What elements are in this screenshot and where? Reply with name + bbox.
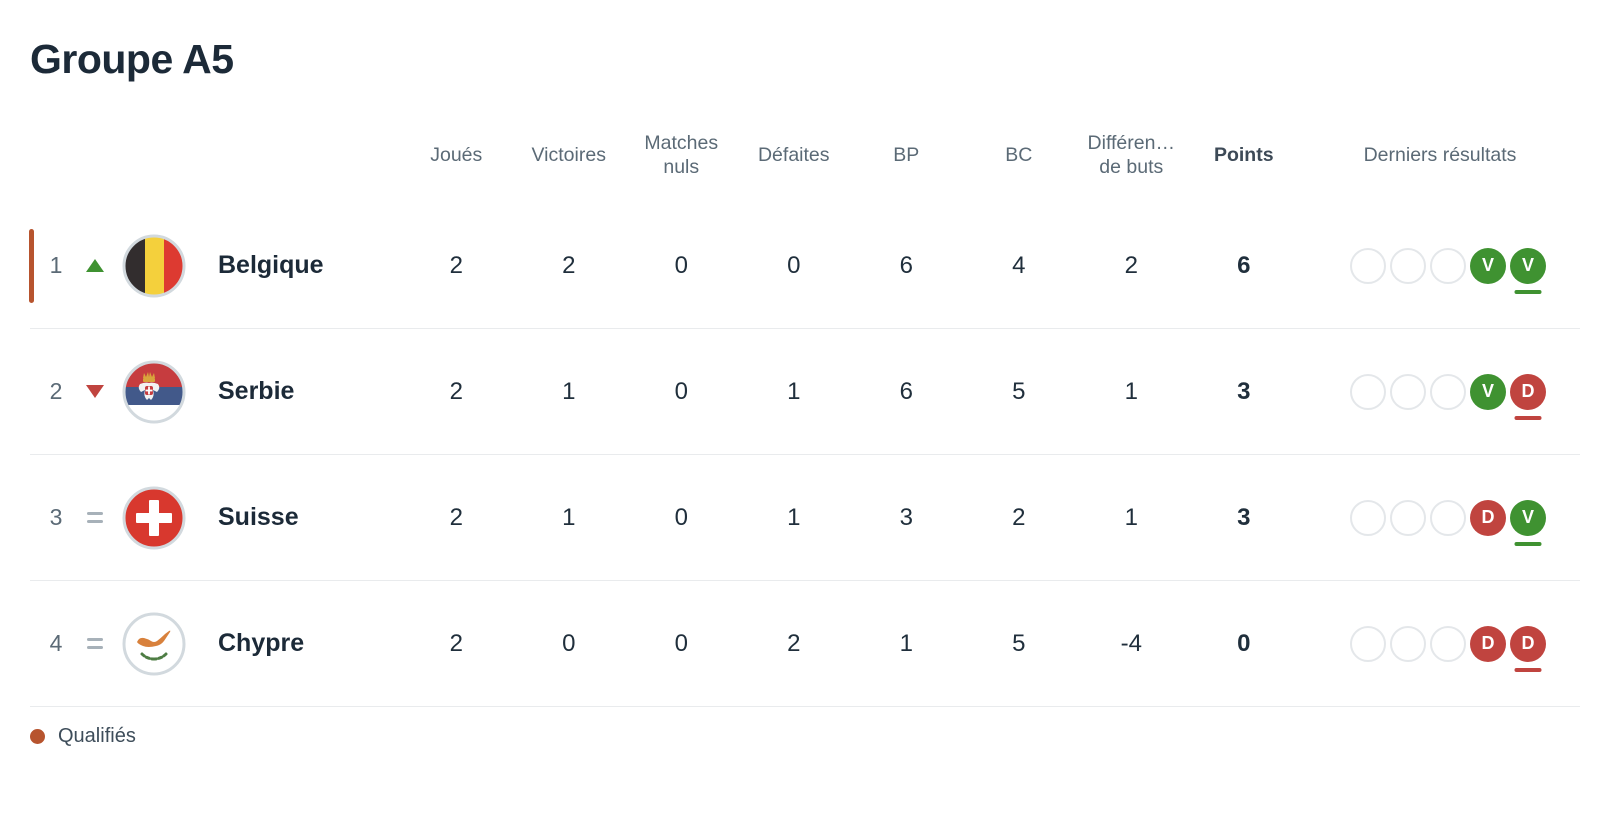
last-results-cell: V V <box>1300 247 1580 284</box>
losses-value: 1 <box>787 377 801 405</box>
rank-number: 3 <box>49 504 63 530</box>
wins-value: 1 <box>562 377 576 405</box>
points-value: 0 <box>1237 629 1251 657</box>
cyprus-flag-icon <box>122 612 186 675</box>
page-title: Groupe A5 <box>30 36 234 82</box>
team-cell: 3 Suisse <box>30 486 400 550</box>
table-row-chypre[interactable]: 4 Chypre 2 0 0 2 1 5 -4 0 <box>30 581 1580 707</box>
result-badge: V <box>1470 373 1506 410</box>
belgium-flag-icon <box>122 234 186 297</box>
last-results-cell: V D <box>1300 373 1580 410</box>
rank-number: 1 <box>49 252 63 278</box>
goal-diff-value: -4 <box>1120 629 1142 657</box>
played-value: 2 <box>449 629 463 657</box>
draws-value: 0 <box>674 251 688 279</box>
last-results-header: Derniers résultats <box>1363 143 1517 166</box>
team-name: Chypre <box>218 629 305 657</box>
rank-movement-icon <box>84 385 106 398</box>
wins-value: 0 <box>562 629 576 657</box>
team-cell: 2 <box>30 360 400 424</box>
result-badge <box>1390 247 1426 284</box>
losses-value: 0 <box>787 251 801 279</box>
rank-movement-icon <box>84 512 106 523</box>
goal-diff-value: 1 <box>1124 377 1138 405</box>
result-badge <box>1390 373 1426 410</box>
standings-table: Joués Victoires Matches nuls Défaites BP… <box>29 107 1580 707</box>
losses-value: 2 <box>787 629 801 657</box>
team-cell: 4 Chypre <box>30 612 400 676</box>
losses-header: Défaites <box>757 143 830 166</box>
goals-for-value: 3 <box>899 503 913 531</box>
result-badge: D <box>1470 499 1506 536</box>
goals-for-value: 6 <box>899 251 913 279</box>
points-value: 3 <box>1237 503 1251 531</box>
goals-for-header: BP <box>893 143 920 166</box>
played-header: Joués <box>430 143 483 166</box>
result-badge <box>1430 625 1466 662</box>
team-cell: 1 Belgique <box>30 234 400 298</box>
table-row-serbie[interactable]: 2 <box>30 329 1580 455</box>
played-value: 2 <box>449 377 463 405</box>
rank-movement-icon <box>84 259 106 272</box>
result-badge <box>1430 499 1466 536</box>
played-value: 2 <box>449 503 463 531</box>
result-badge: D <box>1470 625 1506 662</box>
serbia-flag-icon <box>122 360 186 423</box>
goals-for-value: 1 <box>899 629 913 657</box>
result-badge-latest: V <box>1510 247 1546 284</box>
last-results-cell: D V <box>1300 499 1580 536</box>
team-name: Serbie <box>218 377 295 405</box>
result-badge-latest: V <box>1510 499 1546 536</box>
rank-movement-icon <box>84 638 106 649</box>
result-badge <box>1390 625 1426 662</box>
losses-value: 1 <box>787 503 801 531</box>
points-value: 6 <box>1237 251 1251 279</box>
goal-diff-value: 1 <box>1124 503 1138 531</box>
team-name: Belgique <box>218 251 324 279</box>
legend: Qualifiés <box>30 725 1580 748</box>
goals-for-value: 6 <box>899 377 913 405</box>
result-badge <box>1350 247 1386 284</box>
goals-against-value: 4 <box>1012 251 1026 279</box>
goal-diff-value: 2 <box>1124 251 1138 279</box>
result-badge <box>1390 499 1426 536</box>
result-badge: V <box>1470 247 1506 284</box>
group-standings-page: Groupe A5 Joués Victoires Matches nuls D… <box>0 0 1610 748</box>
played-value: 2 <box>449 251 463 279</box>
goal-diff-header: Différen… de buts <box>1087 131 1175 178</box>
legend-label: Qualifiés <box>58 725 136 747</box>
result-badge <box>1350 373 1386 410</box>
table-header-row: Joués Victoires Matches nuls Défaites BP… <box>30 107 1580 203</box>
goals-against-header: BC <box>1005 143 1033 166</box>
last-results-cell: D D <box>1300 625 1580 662</box>
rank-number: 2 <box>49 378 63 404</box>
table-row-suisse[interactable]: 3 Suisse 2 1 0 1 3 2 1 3 <box>30 455 1580 581</box>
points-header: Points <box>1213 143 1274 166</box>
goals-against-value: 5 <box>1012 629 1026 657</box>
result-badge <box>1430 247 1466 284</box>
table-row-belgique[interactable]: 1 Belgique 2 2 0 0 6 4 2 6 <box>29 203 1580 329</box>
goals-against-value: 2 <box>1012 503 1026 531</box>
switzerland-flag-icon <box>122 486 186 549</box>
draws-value: 0 <box>674 503 688 531</box>
points-value: 3 <box>1237 377 1251 405</box>
result-badge <box>1350 625 1386 662</box>
draws-value: 0 <box>674 377 688 405</box>
wins-value: 2 <box>562 251 576 279</box>
wins-header: Victoires <box>531 143 606 166</box>
result-badge-latest: D <box>1510 625 1546 662</box>
result-badge <box>1430 373 1466 410</box>
wins-value: 1 <box>562 503 576 531</box>
rank-number: 4 <box>49 630 63 656</box>
result-badge-latest: D <box>1510 373 1546 410</box>
draws-value: 0 <box>674 629 688 657</box>
qualified-dot-icon <box>30 729 45 744</box>
goals-against-value: 5 <box>1012 377 1026 405</box>
draws-header: Matches nuls <box>644 131 719 178</box>
team-name: Suisse <box>218 503 299 531</box>
result-badge <box>1350 499 1386 536</box>
